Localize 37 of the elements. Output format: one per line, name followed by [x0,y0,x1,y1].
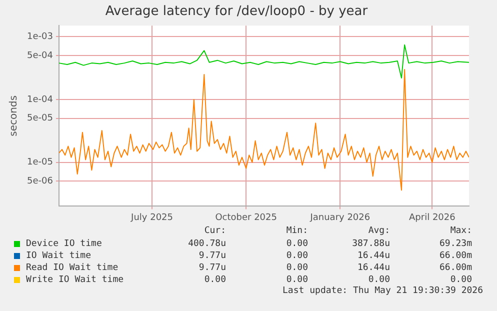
text: Cur: [203,226,226,238]
x-tick-label: April 2026 [409,212,456,223]
y-tick-label: 5e-04 [26,50,54,61]
text: 66.00m [438,263,472,273]
text: 9.77u [198,251,226,261]
x-tick-label: January 2026 [309,212,370,223]
text: 0.00 [285,275,308,285]
text: 16.44u [356,251,390,261]
text: Avg: [367,226,390,238]
text: 0.00 [367,275,390,285]
y-tick-label: 1e-05 [26,158,53,168]
y-tick-label: 5e-06 [26,176,54,187]
legend-label: Write IO Wait time [26,275,124,285]
text: Max: [449,226,472,238]
text: 69.23m [438,239,472,249]
legend-label: Device IO time [26,239,102,249]
y-tick-label: 1e-03 [26,32,53,42]
text: 0.00 [285,239,308,249]
text: 400.78u [187,239,226,249]
chart-title: Average latency for /dev/loop0 - by year [105,4,368,20]
y-axis-title: seconds [8,95,20,136]
text: 9.77u [198,263,226,273]
text: 0.00 [449,275,472,285]
text: 0.00 [285,263,308,273]
y-tick-label: 1e-04 [26,94,54,105]
legend-label: IO Wait time [26,251,92,261]
text: 387.88u [351,239,390,249]
y-tick-label: 5e-05 [26,114,53,124]
text: 16.44u [356,263,390,273]
text: 66.00m [438,251,472,261]
x-tick-label: July 2025 [130,212,173,223]
legend-label: Read IO Wait time [26,263,118,273]
x-tick-label: October 2025 [215,212,277,223]
text: 0.00 [203,275,226,285]
text: Min: [285,226,308,238]
text: Last update: Thu May 21 19:30:39 2026 [282,286,484,298]
text: 0.00 [285,251,308,261]
